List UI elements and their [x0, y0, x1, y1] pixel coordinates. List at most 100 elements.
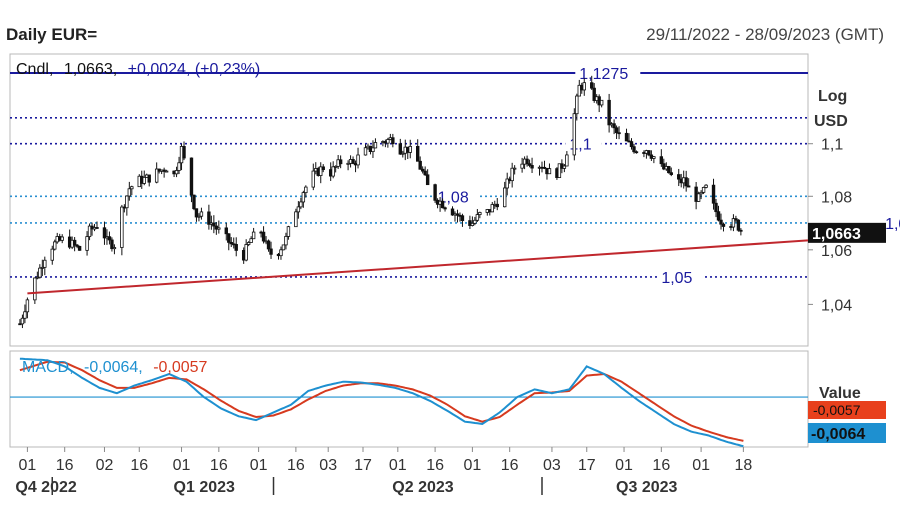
candle-body: [229, 241, 233, 245]
candle-body: [279, 249, 283, 257]
candle-body: [530, 165, 534, 169]
price-tick-2: 1,06: [821, 243, 852, 260]
candle-body: [391, 137, 395, 145]
legend-prefix: Cndl,: [16, 61, 53, 78]
candle-body: [197, 215, 201, 218]
candle-body: [319, 166, 323, 176]
candle-body: [512, 167, 517, 170]
x-tick-18: 01: [692, 457, 710, 474]
candle-body: [110, 239, 114, 250]
price-tick-0: 1,1: [821, 137, 843, 154]
candle-body: [112, 247, 117, 250]
price-tick-3: 1,04: [821, 297, 852, 314]
candle-body: [624, 132, 629, 142]
level-label-4: 1,07: [885, 216, 900, 233]
candle-body: [234, 244, 238, 251]
candle-body: [75, 244, 79, 247]
candle-body: [736, 219, 741, 231]
candle-body: [33, 277, 37, 301]
macd-lines: [10, 357, 808, 448]
candle-body: [251, 231, 256, 240]
x-tick-3: 16: [130, 457, 148, 474]
x-tick-16: 01: [615, 457, 633, 474]
scale-currency-label: USD: [814, 113, 848, 130]
candle-body: [294, 211, 298, 228]
candle-body: [401, 152, 405, 155]
candle-body: [373, 142, 378, 149]
price-axis: 1,1 1,08 1,06 1,04: [808, 137, 852, 314]
candle-body: [356, 154, 360, 166]
candle-body: [542, 166, 547, 169]
candle-body: [120, 206, 124, 248]
candle-body: [577, 84, 581, 97]
candle-body: [527, 163, 532, 166]
candle-body: [301, 192, 306, 203]
candle-body: [246, 242, 251, 245]
candle-body: [612, 123, 616, 129]
candle-body: [425, 174, 430, 186]
macd-legend: MACD, -0,0064, -0,0057: [22, 359, 208, 376]
candle-body: [338, 159, 343, 165]
quarter-label-3: Q3 2023: [616, 479, 677, 496]
candle-body: [686, 185, 691, 188]
candle-body: [701, 187, 706, 193]
candle-body: [72, 239, 77, 246]
last-price-tag-bg: [808, 222, 886, 243]
candle-body: [286, 226, 291, 237]
candle-body: [416, 145, 420, 162]
x-tick-6: 01: [250, 457, 268, 474]
candle-body: [473, 219, 477, 224]
candle-body: [77, 245, 82, 251]
candle-body: [35, 276, 40, 279]
trendline: [27, 239, 809, 295]
level-label-5: 1,05: [661, 270, 692, 287]
candle-body: [177, 162, 181, 171]
x-tick-15: 17: [578, 457, 596, 474]
candle-body: [696, 193, 701, 202]
candle-body: [87, 225, 92, 238]
x-tick-8: 03: [319, 457, 337, 474]
candle-body: [677, 174, 681, 180]
legend-last: 1,0663,: [64, 61, 117, 78]
candle-body: [562, 165, 567, 169]
candle-body: [599, 99, 604, 106]
candle-body: [711, 184, 716, 204]
candle-body: [632, 146, 636, 153]
scale-log-label: Log: [818, 88, 847, 105]
x-tick-4: 01: [173, 457, 191, 474]
candle-body: [408, 145, 412, 153]
candle-body: [652, 156, 656, 159]
support-trendline: [27, 239, 809, 295]
candle-body: [721, 223, 726, 227]
candle-body: [321, 166, 325, 171]
candle-body: [23, 311, 27, 319]
candle-body: [455, 213, 460, 216]
candle-body: [217, 227, 221, 230]
level-label-bg-5: [657, 266, 704, 287]
level-label-bg-3: [433, 186, 480, 207]
candle-body: [634, 151, 639, 154]
candle-body: [107, 236, 112, 241]
x-tick-11: 16: [426, 457, 444, 474]
legend-change: +0,0024, (+0,23%): [128, 61, 261, 78]
candle-body: [351, 159, 355, 164]
candle-body: [433, 184, 437, 201]
candle-body: [147, 174, 151, 183]
price-panel-frame: [9, 53, 809, 347]
candle-body: [443, 207, 447, 210]
macd-tag: -0,0064: [811, 426, 865, 443]
candle-body: [731, 218, 736, 228]
candle-body: [60, 236, 64, 241]
candle-body: [582, 82, 586, 91]
candle-body: [525, 158, 529, 165]
candle-body: [85, 236, 89, 251]
candle-body: [261, 231, 266, 242]
time-axis: 01 16 02 16 01 16 01 16 03 17 01 16 01 16 03 17 01 16 01 18…: [15, 447, 752, 496]
candle-body: [244, 244, 248, 261]
x-tick-9: 17: [354, 457, 372, 474]
x-tick-7: 16: [287, 457, 305, 474]
quarter-label-0: Q4 2022: [15, 479, 76, 496]
candle-body: [207, 211, 211, 225]
